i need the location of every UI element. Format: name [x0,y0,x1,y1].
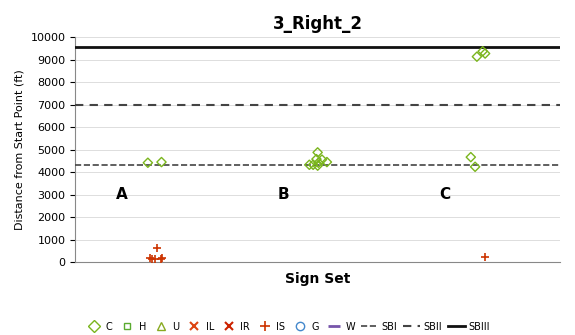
Text: B: B [277,187,289,202]
Point [153,246,162,251]
Point [312,156,321,162]
Point [305,162,314,168]
Point [313,163,322,169]
Text: C: C [439,187,450,202]
Y-axis label: Distance from Start Point (ft): Distance from Start Point (ft) [15,69,25,230]
Point [317,157,327,162]
Point [323,159,332,165]
Point [157,159,166,165]
X-axis label: Sign Set: Sign Set [285,272,350,286]
Point [151,256,160,262]
Point [148,256,157,261]
Point [470,164,480,170]
Point [145,256,155,261]
Point [143,160,152,165]
Legend: C, H, U, IL, IR, IS, G, W, SBI, SBII, SBIII: C, H, U, IL, IR, IS, G, W, SBI, SBII, SB… [83,320,492,333]
Text: A: A [116,187,128,202]
Point [466,154,476,160]
Point [314,160,323,165]
Point [157,256,166,261]
Point [309,162,318,168]
Point [472,54,481,59]
Point [481,254,490,260]
Title: 3_Right_2: 3_Right_2 [273,15,363,33]
Point [157,257,166,262]
Point [481,51,490,56]
Point [313,150,322,155]
Point [478,49,487,54]
